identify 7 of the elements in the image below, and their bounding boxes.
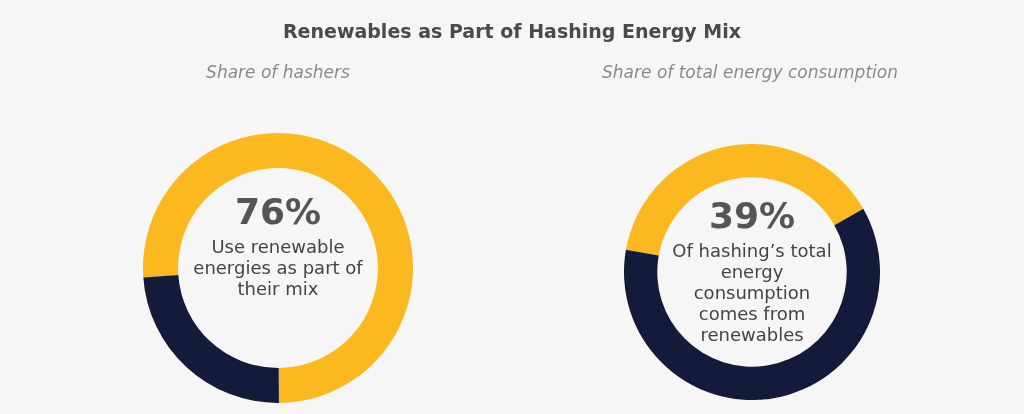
chart-subtitle: Share of hashers (205, 62, 351, 82)
data-label: 76% (233, 190, 323, 234)
chart-subtitle: Share of total energy consumption (601, 62, 899, 82)
text: Of hashing’s total energy consumption comes from renewables (671, 240, 833, 345)
data-label: 39% (707, 194, 797, 238)
text: Renewables as Part of Hashing Energy Mix (281, 20, 743, 42)
text: Use renewable energies as part of their mix (193, 236, 363, 299)
